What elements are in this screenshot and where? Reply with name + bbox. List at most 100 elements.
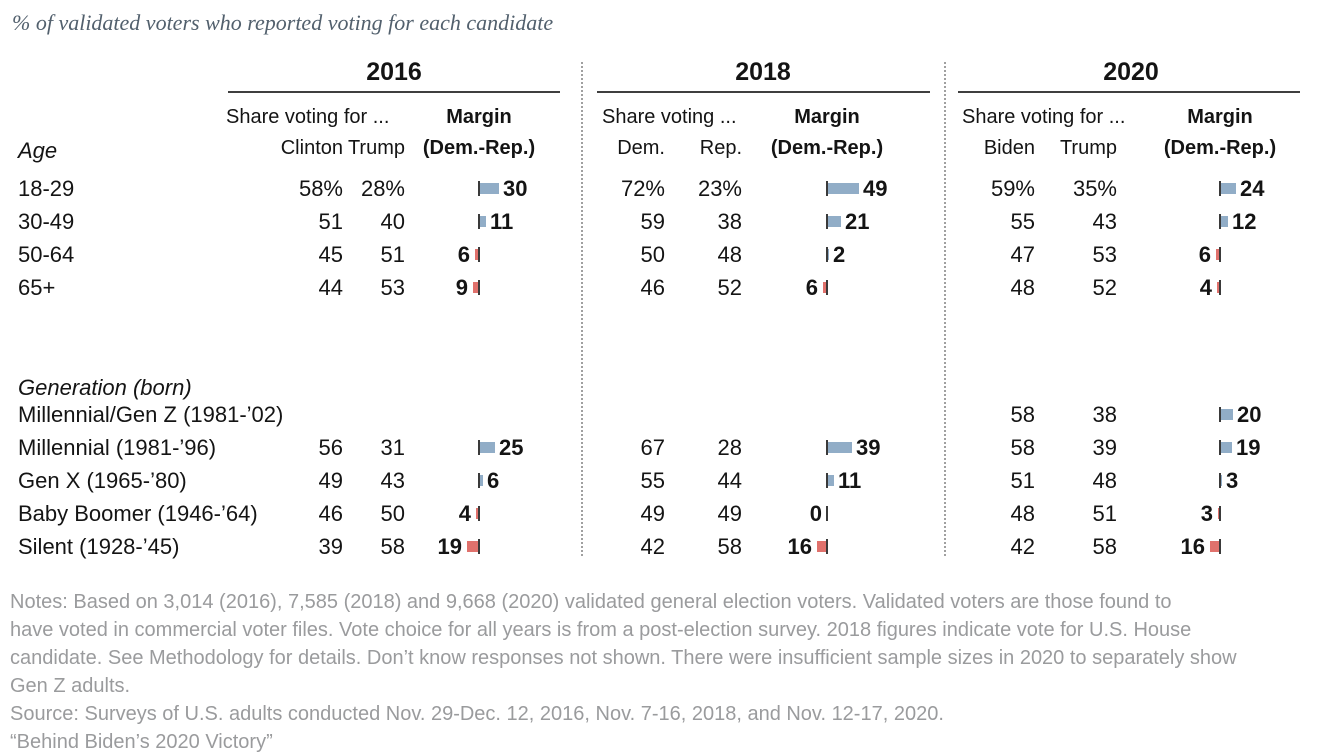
rep-margin-bar xyxy=(1216,249,1220,260)
margin-value: 6 xyxy=(457,242,470,267)
margin-cell: 12 xyxy=(1100,205,1330,238)
year-underline xyxy=(958,91,1300,93)
margin-axis-tick xyxy=(826,247,828,262)
margin-axis-tick xyxy=(1219,181,1221,196)
dem-value: 56 xyxy=(318,435,343,460)
margin-axis-tick xyxy=(1219,247,1221,262)
row-label: 65+ xyxy=(18,275,56,300)
margin-cell: 3 xyxy=(1100,497,1330,530)
dem-value: 42 xyxy=(1010,534,1035,559)
margin-axis-tick xyxy=(478,280,480,295)
margin-axis-tick xyxy=(1219,539,1221,554)
rep-value: 48 xyxy=(717,242,742,267)
row-label: Millennial/Gen Z (1981-’02) xyxy=(18,402,284,427)
margin-value: 20 xyxy=(1237,402,1262,427)
year-underline xyxy=(228,91,560,93)
margin-value: 24 xyxy=(1240,176,1265,201)
margin-axis-tick xyxy=(1219,473,1221,488)
rep-column-header: Rep. xyxy=(699,137,742,159)
rep-column-header: Trump xyxy=(1059,137,1117,159)
margin-value: 0 xyxy=(809,501,822,526)
margin-cell: 6 xyxy=(1100,238,1330,271)
margin-cell: 30 xyxy=(359,172,599,205)
margin-value: 6 xyxy=(487,468,500,493)
rep-value: 53 xyxy=(1092,242,1117,267)
rep-value: 58 xyxy=(717,534,742,559)
margin-cell: 6 xyxy=(359,238,599,271)
margin-header: Margin xyxy=(1187,106,1253,128)
margin-axis-tick xyxy=(478,506,480,521)
rep-value: 51 xyxy=(1092,501,1117,526)
dem-margin-bar xyxy=(479,475,483,486)
margin-value: 19 xyxy=(1236,435,1261,460)
dem-column-header: Biden xyxy=(983,137,1035,159)
margin-value: 6 xyxy=(1198,242,1211,267)
margin-cell: 25 xyxy=(359,431,599,464)
margin-value: 19 xyxy=(437,534,462,559)
margin-cell: 9 xyxy=(359,271,599,304)
dem-value: 51 xyxy=(1010,468,1035,493)
chart-subtitle: % of validated voters who reported votin… xyxy=(12,10,554,35)
section-label: Age xyxy=(18,138,58,163)
dem-value: 67 xyxy=(640,435,665,460)
margin-value: 49 xyxy=(863,176,888,201)
rep-value: 52 xyxy=(1092,275,1117,300)
year-underline xyxy=(597,91,930,93)
dem-margin-bar xyxy=(1220,216,1228,227)
margin-value: 25 xyxy=(499,435,524,460)
rep-column-header: Trump xyxy=(347,137,405,159)
row-label: 50-64 xyxy=(18,242,75,267)
rep-value: 35% xyxy=(1072,176,1117,201)
margin-value: 11 xyxy=(490,209,514,234)
margin-axis-tick xyxy=(478,440,480,455)
source-line: Source: Surveys of U.S. adults conducted… xyxy=(10,703,944,725)
dem-value: 48 xyxy=(1010,501,1035,526)
margin-axis-tick xyxy=(826,280,828,295)
rep-margin-bar xyxy=(467,541,479,552)
rep-value: 23% xyxy=(697,176,742,201)
dem-margin-bar xyxy=(827,216,841,227)
rep-value: 53 xyxy=(380,275,405,300)
dem-margin-bar xyxy=(1220,183,1236,194)
margin-value: 39 xyxy=(856,435,881,460)
margin-axis-tick xyxy=(1219,506,1221,521)
margin-value: 2 xyxy=(833,242,846,267)
margin-cell: 19 xyxy=(1100,431,1330,464)
dem-margin-bar xyxy=(479,442,495,453)
margin-cell: 2 xyxy=(707,238,947,271)
margin-cell: 39 xyxy=(707,431,947,464)
margin-value: 12 xyxy=(1232,209,1257,234)
margin-cell: 21 xyxy=(707,205,947,238)
year-header: 2020 xyxy=(1103,58,1159,86)
dem-value: 51 xyxy=(318,209,343,234)
dem-value: 55 xyxy=(1010,209,1035,234)
margin-subheader: (Dem.-Rep.) xyxy=(422,137,536,159)
rep-value: 49 xyxy=(717,501,742,526)
dem-value: 44 xyxy=(318,275,343,300)
margin-value: 16 xyxy=(1180,534,1205,559)
margin-subheader: (Dem.-Rep.) xyxy=(770,137,884,159)
margin-axis-tick xyxy=(826,214,828,229)
margin-axis-tick xyxy=(478,539,480,554)
rep-value: 38 xyxy=(1092,402,1117,427)
notes-line: Notes: Based on 3,014 (2016), 7,585 (201… xyxy=(10,591,1172,613)
rep-value: 50 xyxy=(380,501,405,526)
margin-axis-tick xyxy=(826,539,828,554)
rep-value: 39 xyxy=(1092,435,1117,460)
dem-value: 58 xyxy=(1010,435,1035,460)
row-label: Millennial (1981-’96) xyxy=(18,435,217,460)
rep-value: 38 xyxy=(717,209,742,234)
margin-value: 16 xyxy=(787,534,812,559)
section-label: Generation (born) xyxy=(18,375,192,400)
dem-value: 58% xyxy=(298,176,343,201)
dem-value: 42 xyxy=(640,534,665,559)
rep-value: 51 xyxy=(380,242,405,267)
dem-column-header: Clinton xyxy=(280,137,343,159)
rep-value: 48 xyxy=(1092,468,1117,493)
row-label: Baby Boomer (1946-’64) xyxy=(18,501,258,526)
rep-value: 28 xyxy=(717,435,742,460)
dem-margin-bar xyxy=(827,249,829,260)
margin-axis-tick xyxy=(1219,214,1221,229)
dem-value: 45 xyxy=(318,242,343,267)
margin-cell: 4 xyxy=(359,497,599,530)
